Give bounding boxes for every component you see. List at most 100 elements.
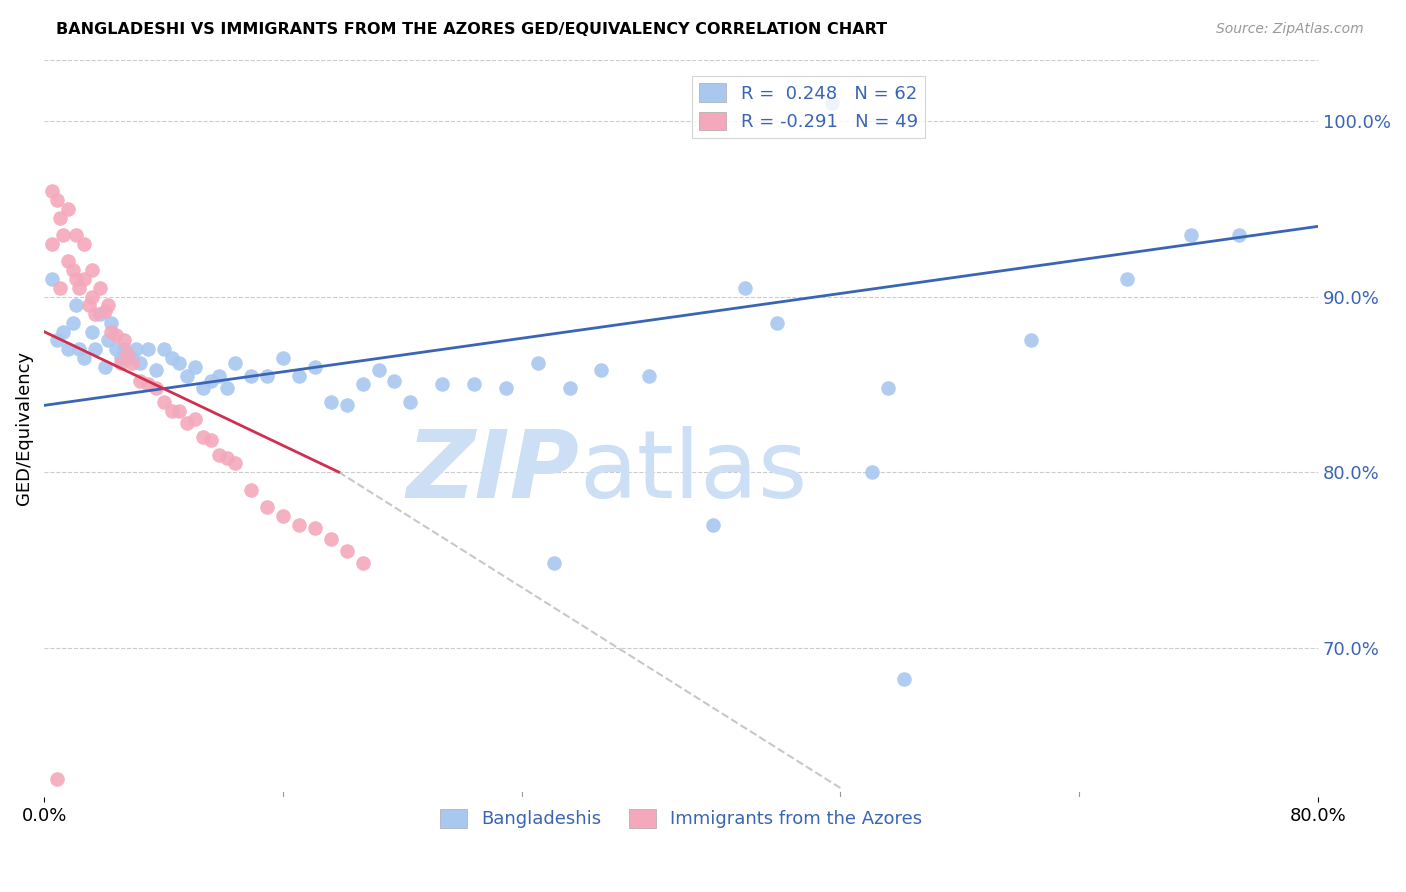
Point (399, 395, 422, 409)
Point (352, 557, 374, 571)
Point (67, 281, 90, 295)
Point (89, 281, 111, 295)
Point (145, 363, 167, 377)
Point (65, 228, 87, 243)
Point (136, 377, 159, 392)
Point (112, 334, 135, 348)
Point (93, 303, 115, 318)
Point (271, 351, 294, 365)
Point (65, 298, 87, 312)
Point (336, 398, 359, 412)
Point (319, 395, 342, 409)
Point (384, 374, 406, 388)
Point (200, 374, 222, 388)
Point (45, 193, 67, 207)
Point (877, 381, 900, 395)
Point (128, 374, 150, 388)
Point (208, 448, 231, 462)
Point (288, 368, 311, 383)
Point (304, 521, 326, 535)
Point (160, 351, 183, 365)
Point (432, 377, 454, 392)
Point (765, 316, 787, 330)
Point (52, 325, 75, 339)
Point (176, 416, 198, 430)
Point (352, 377, 374, 392)
Text: BANGLADESHI VS IMMIGRANTS FROM THE AZORES GED/EQUIVALENCY CORRELATION CHART: BANGLADESHI VS IMMIGRANTS FROM THE AZORE… (56, 22, 887, 37)
Point (463, 377, 485, 392)
Point (110, 356, 132, 370)
Point (217, 450, 239, 465)
Point (702, 517, 724, 532)
Point (184, 412, 207, 426)
Point (152, 395, 174, 409)
Point (558, 381, 581, 395)
Point (1021, 334, 1043, 348)
Point (217, 381, 239, 395)
Point (84, 342, 107, 356)
Point (125, 342, 148, 356)
Point (100, 325, 122, 339)
Point (821, 96, 844, 111)
Point (288, 517, 311, 532)
Point (80, 263, 103, 277)
Point (208, 368, 231, 383)
Point (240, 483, 263, 497)
Point (73, 351, 96, 365)
Point (495, 381, 517, 395)
Point (200, 434, 222, 448)
Y-axis label: GED/Equivalency: GED/Equivalency (15, 351, 32, 505)
Point (256, 500, 278, 515)
Point (84, 307, 107, 321)
Point (45, 334, 67, 348)
Point (80, 289, 103, 303)
Point (169, 356, 191, 370)
Point (193, 381, 215, 395)
Point (176, 368, 198, 383)
Point (1227, 228, 1250, 243)
Point (56, 342, 79, 356)
Point (543, 557, 565, 571)
Point (62, 316, 84, 330)
Text: atlas: atlas (579, 426, 807, 518)
Point (304, 359, 326, 374)
Point (41, 272, 63, 286)
Point (41, 184, 63, 198)
Point (224, 456, 246, 470)
Point (136, 342, 159, 356)
Point (104, 342, 127, 356)
Point (93, 359, 115, 374)
Point (49, 281, 72, 295)
Point (65, 272, 87, 286)
Text: Source: ZipAtlas.com: Source: ZipAtlas.com (1216, 22, 1364, 37)
Point (367, 363, 389, 377)
Point (49, 211, 72, 225)
Point (193, 430, 215, 444)
Point (224, 356, 246, 370)
Point (527, 356, 550, 370)
Point (77, 298, 100, 312)
Point (256, 368, 278, 383)
Text: ZIP: ZIP (406, 426, 579, 518)
Point (56, 254, 79, 268)
Point (56, 202, 79, 216)
Point (145, 381, 167, 395)
Point (97, 334, 120, 348)
Point (112, 342, 135, 356)
Point (240, 368, 263, 383)
Point (121, 351, 143, 365)
Point (638, 368, 661, 383)
Point (41, 236, 63, 251)
Point (80, 325, 103, 339)
Point (73, 236, 96, 251)
Point (271, 508, 294, 523)
Point (160, 403, 183, 417)
Point (734, 281, 756, 295)
Point (115, 345, 138, 359)
Point (97, 298, 120, 312)
Point (67, 342, 90, 356)
Legend: Bangladeshis, Immigrants from the Azores: Bangladeshis, Immigrants from the Azores (433, 802, 929, 836)
Point (52, 228, 75, 243)
Point (89, 307, 111, 321)
Point (336, 544, 359, 558)
